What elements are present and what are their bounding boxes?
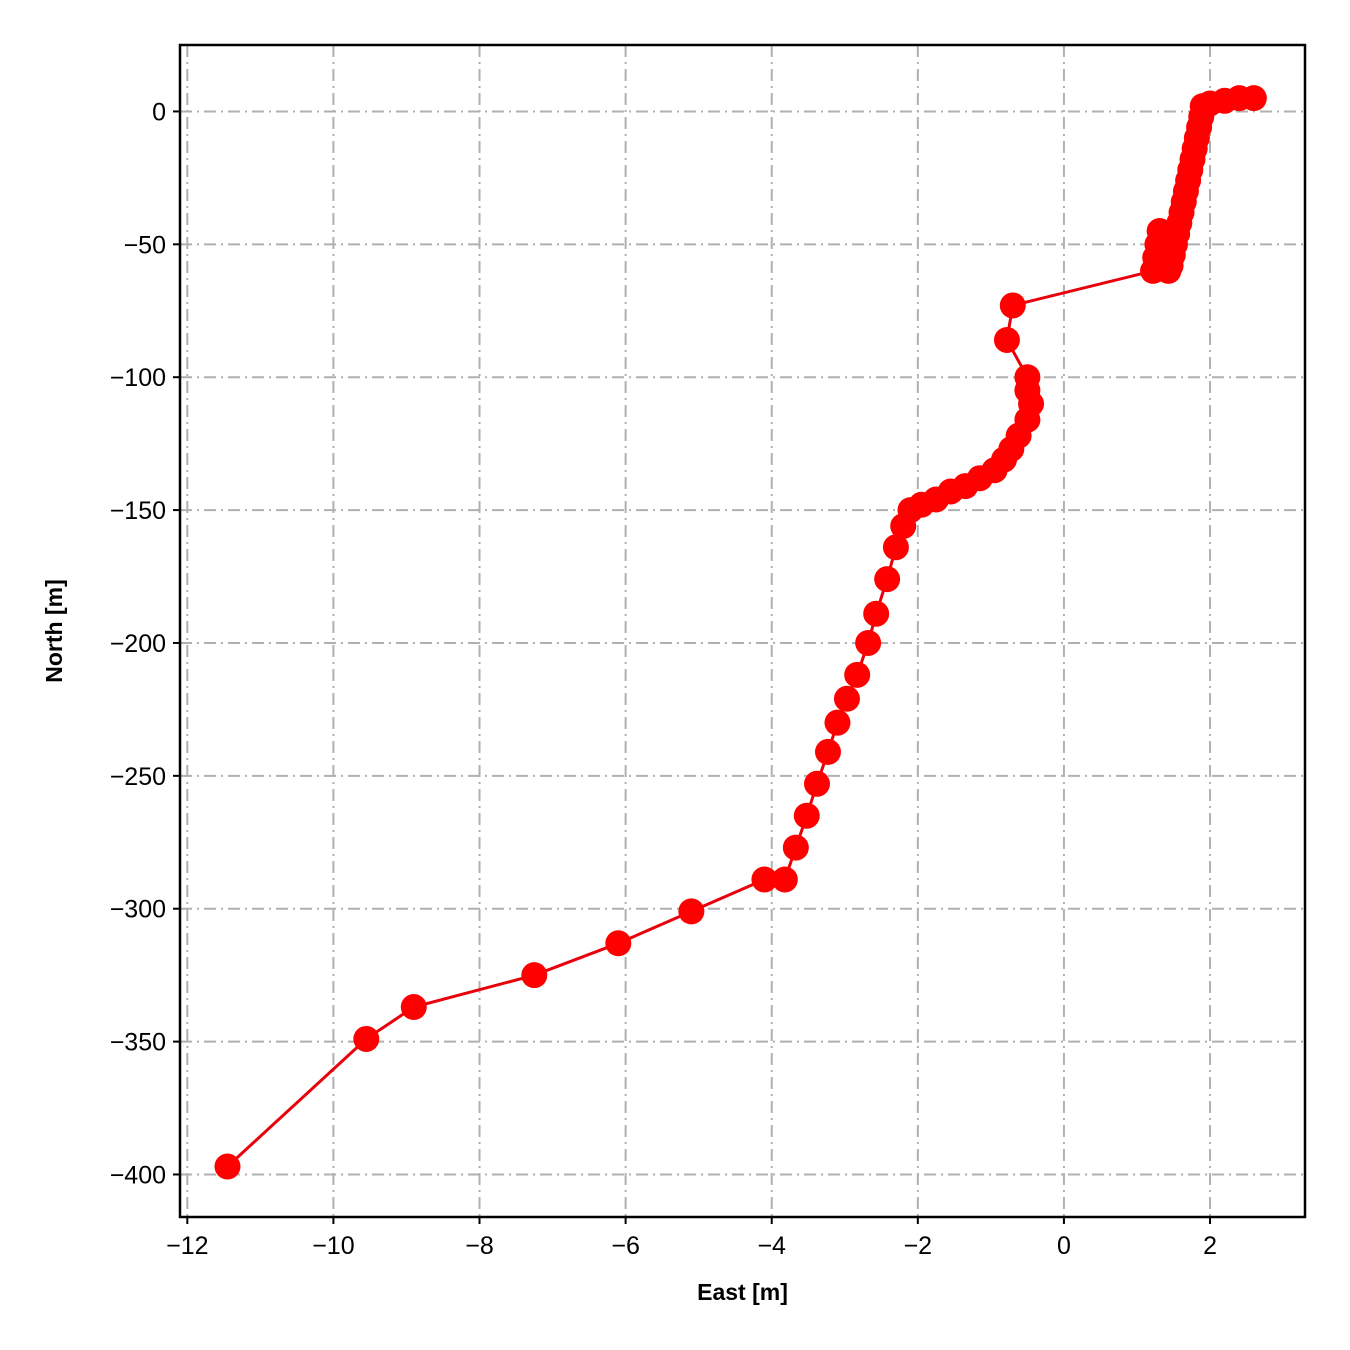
- y-tick-label: −200: [110, 630, 166, 658]
- data-point: [993, 326, 1020, 353]
- data-point: [874, 566, 901, 593]
- data-point: [863, 600, 890, 627]
- y-tick-label: −350: [110, 1029, 166, 1057]
- x-tick-label: 0: [1057, 1232, 1071, 1260]
- axis-ticks: −12 −10 −8 −6 −4 −2 0 2 0 −50 −100 −150 −200 −250 −300…: [110, 98, 1217, 1260]
- data-point: [521, 962, 548, 989]
- data-point: [751, 866, 778, 893]
- data-point: [400, 994, 427, 1021]
- x-tick-label: −8: [465, 1232, 494, 1260]
- grid: [180, 45, 1305, 1217]
- data-point: [605, 930, 632, 957]
- y-tick-label: −150: [110, 497, 166, 525]
- x-tick-label: 2: [1203, 1232, 1217, 1260]
- y-tick-label: −100: [110, 364, 166, 392]
- data-point: [353, 1025, 380, 1052]
- data-point: [824, 709, 851, 736]
- plot-frame: [178, 43, 1307, 1219]
- x-axis-label: East [m]: [697, 1279, 788, 1305]
- y-tick-label: −400: [110, 1161, 166, 1189]
- y-tick-label: 0: [152, 98, 166, 126]
- x-tick-label: −2: [904, 1232, 933, 1260]
- x-tick-label: −12: [166, 1232, 208, 1260]
- data-point: [771, 866, 798, 893]
- data-point: [793, 802, 820, 829]
- data-point: [855, 629, 882, 656]
- data-point: [678, 898, 705, 925]
- x-tick-label: −4: [757, 1232, 786, 1260]
- data-point: [214, 1153, 241, 1180]
- y-axis-label: North [m]: [41, 579, 67, 682]
- data-point: [804, 770, 831, 797]
- data-point: [1140, 257, 1167, 284]
- y-tick-label: −50: [124, 231, 166, 259]
- data-point: [890, 513, 917, 540]
- data-point: [844, 661, 871, 688]
- y-tick-label: −300: [110, 896, 166, 924]
- y-tick-label: −250: [110, 763, 166, 791]
- series-layer: [214, 85, 1267, 1180]
- x-tick-label: −10: [312, 1232, 354, 1260]
- data-point: [999, 292, 1026, 319]
- x-tick-label: −6: [611, 1232, 640, 1260]
- data-point: [882, 534, 909, 561]
- data-point: [833, 685, 860, 712]
- data-point: [814, 738, 841, 765]
- series-line: [226, 96, 1254, 1168]
- data-point: [782, 834, 809, 861]
